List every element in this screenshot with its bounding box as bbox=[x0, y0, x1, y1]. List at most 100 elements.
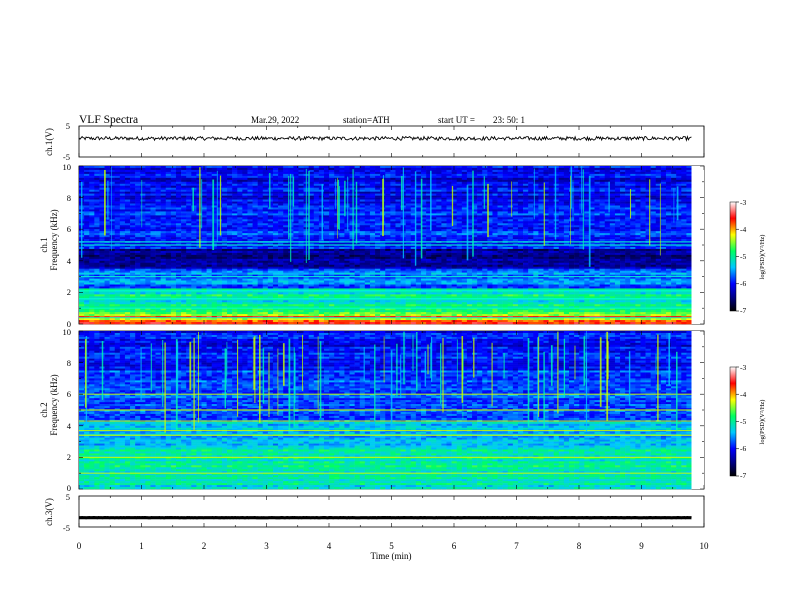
spectrogram-cell bbox=[329, 221, 334, 223]
spectrogram-cell bbox=[523, 223, 528, 225]
spectrogram-cell bbox=[263, 196, 268, 198]
spectrogram-cell bbox=[329, 196, 334, 198]
spectrogram-cell bbox=[447, 180, 452, 182]
spectrogram-cell bbox=[130, 237, 135, 239]
spectrogram-cell bbox=[569, 217, 574, 219]
spectrogram-cell bbox=[94, 188, 99, 190]
spectrogram-cell bbox=[237, 174, 242, 176]
spectrogram-cell bbox=[610, 204, 615, 206]
spectrogram-cell bbox=[508, 229, 513, 231]
spectrogram-cell bbox=[615, 170, 620, 172]
spectrogram-cell bbox=[370, 223, 375, 225]
spectrogram-cell bbox=[247, 219, 252, 221]
spectrogram-cell bbox=[640, 225, 645, 227]
spectrogram-cell bbox=[492, 186, 497, 188]
spectrogram-cell bbox=[416, 223, 421, 225]
spectrogram-cell bbox=[365, 168, 370, 170]
spectrogram-cell bbox=[150, 219, 155, 221]
spectrogram-cell bbox=[130, 184, 135, 186]
spectrogram-cell bbox=[630, 219, 635, 221]
spectrogram-cell bbox=[395, 239, 400, 241]
spectrogram-cell bbox=[196, 198, 201, 200]
spectrogram-cell bbox=[559, 174, 564, 176]
spectrogram-cell bbox=[268, 206, 273, 208]
spectrogram-cell bbox=[385, 196, 390, 198]
spectrogram-cell bbox=[298, 170, 303, 172]
spectrogram-cell bbox=[135, 192, 140, 194]
spectrogram-cell bbox=[84, 229, 89, 231]
spectrogram-cell bbox=[421, 174, 426, 176]
spectrogram-cell bbox=[528, 239, 533, 241]
spectrogram-cell bbox=[375, 176, 380, 178]
spectrogram-cell bbox=[441, 170, 446, 172]
spectrogram-cell bbox=[94, 178, 99, 180]
spectrogram-cell bbox=[298, 200, 303, 202]
spectrogram-cell bbox=[395, 186, 400, 188]
spectrogram-cell bbox=[600, 196, 605, 198]
spectrogram-cell bbox=[625, 219, 630, 221]
spectrogram-cell bbox=[487, 168, 492, 170]
spectrogram-cell bbox=[135, 204, 140, 206]
spectrogram-cell bbox=[416, 188, 421, 190]
spectrogram-cell bbox=[176, 170, 181, 172]
spectrogram-cell bbox=[365, 190, 370, 192]
spectrogram-cell bbox=[431, 194, 436, 196]
spectrogram-cell bbox=[498, 211, 503, 213]
spectrogram-cell bbox=[334, 178, 339, 180]
spectrogram-cell bbox=[528, 233, 533, 235]
spectrogram-cell bbox=[222, 209, 227, 211]
spectrogram-cell bbox=[441, 176, 446, 178]
spectrogram-cell bbox=[191, 239, 196, 241]
spectrogram-cell bbox=[222, 184, 227, 186]
spectrogram-cell bbox=[605, 225, 610, 227]
spectrogram-cell bbox=[503, 235, 508, 237]
spectrogram-cell bbox=[207, 237, 212, 239]
spectrogram-cell bbox=[298, 168, 303, 170]
spectrogram-cell bbox=[441, 217, 446, 219]
spectrogram-cell bbox=[462, 225, 467, 227]
spectrogram-cell bbox=[278, 190, 283, 192]
spectrogram-cell bbox=[528, 178, 533, 180]
spectrogram-cell bbox=[355, 227, 360, 229]
spectrogram-cell bbox=[380, 168, 385, 170]
spectrogram-cell bbox=[130, 231, 135, 233]
spectrogram-cell bbox=[426, 231, 431, 233]
spectrogram-cell bbox=[120, 235, 125, 237]
spectrogram-cell bbox=[263, 237, 268, 239]
spectrogram-cell bbox=[196, 219, 201, 221]
spectrogram-cell bbox=[661, 180, 666, 182]
spectrogram-cell bbox=[518, 204, 523, 206]
spectrogram-cell bbox=[518, 172, 523, 174]
spectrogram-cell bbox=[94, 174, 99, 176]
spectrogram-cell bbox=[640, 178, 645, 180]
spectrogram-cell bbox=[411, 166, 416, 168]
spectrogram-cell bbox=[416, 221, 421, 223]
spectrogram-cell bbox=[482, 176, 487, 178]
spectrogram-cell bbox=[538, 229, 543, 231]
spectrogram-cell bbox=[385, 176, 390, 178]
spectrogram-cell bbox=[171, 215, 176, 217]
spectrogram-cell bbox=[324, 170, 329, 172]
spectrogram-cell bbox=[513, 200, 518, 202]
spectrogram-cell bbox=[620, 168, 625, 170]
spectrogram-cell bbox=[595, 180, 600, 182]
spectrogram-cell bbox=[630, 180, 635, 182]
spectrogram-cell bbox=[564, 178, 569, 180]
spectrogram-cell bbox=[355, 237, 360, 239]
spectrogram-cell bbox=[145, 223, 150, 225]
spectrogram-cell bbox=[385, 192, 390, 194]
spectrogram-cell bbox=[329, 166, 334, 168]
spectrogram-cell bbox=[574, 168, 579, 170]
spectrogram-cell bbox=[283, 223, 288, 225]
spectrogram-cell bbox=[99, 231, 104, 233]
spectrogram-cell bbox=[640, 198, 645, 200]
spectrogram-cell bbox=[360, 217, 365, 219]
spectrogram-cell bbox=[543, 172, 548, 174]
spectrogram-cell bbox=[518, 182, 523, 184]
spectrogram-cell bbox=[513, 227, 518, 229]
spectrogram-cell bbox=[94, 219, 99, 221]
spectrogram-cell bbox=[99, 227, 104, 229]
spectrogram-cell bbox=[156, 235, 161, 237]
spectrogram-cell bbox=[191, 237, 196, 239]
